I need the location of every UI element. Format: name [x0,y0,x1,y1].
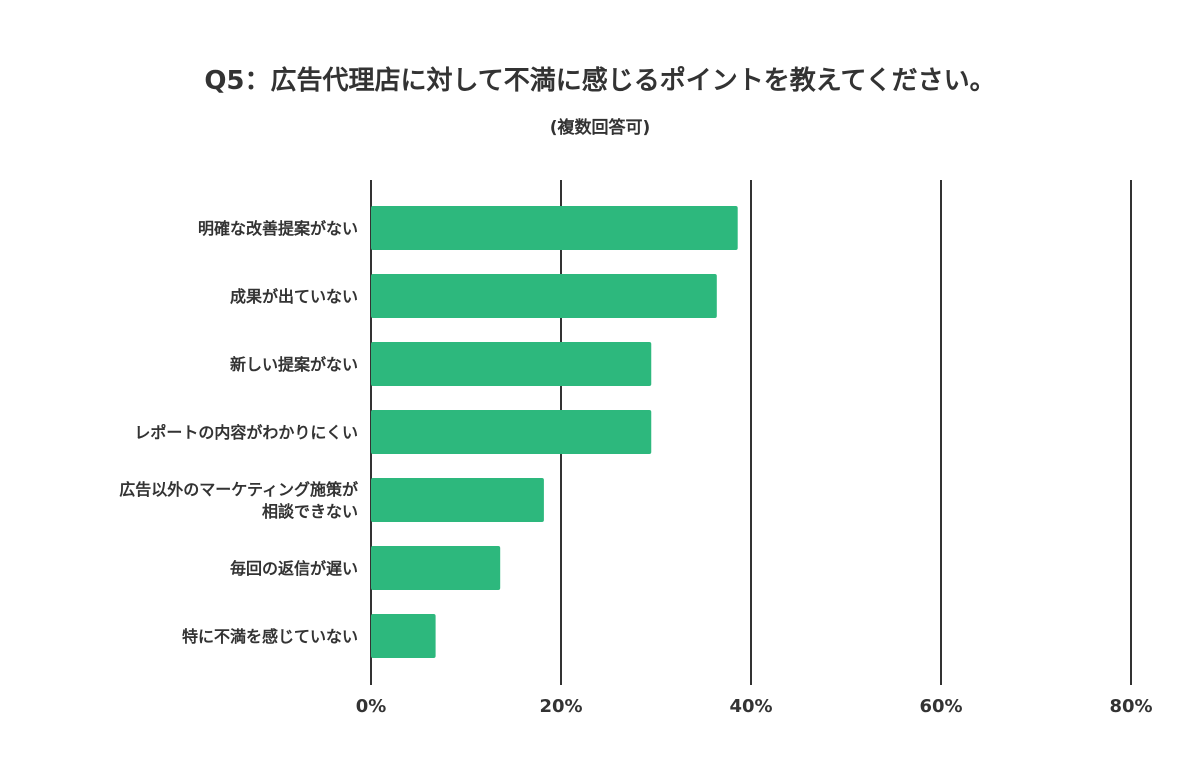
bar [371,546,501,590]
chart-subtitle: (複数回答可) [549,118,651,138]
bar [371,274,717,318]
x-tick-label: 0% [356,696,387,717]
bar [371,614,436,658]
x-tick-label: 80% [1109,696,1152,717]
category-labels: 明確な改善提案がない成果が出ていない新しい提案がないレポートの内容がわかりにくい… [119,219,358,646]
bar [371,478,544,522]
chart-title: Q5：広告代理店に対して不満に感じるポイントを教えてください。 [204,66,996,96]
category-label: レポートの内容がわかりにくい [134,423,358,442]
category-label: 毎回の返信が遅い [230,559,358,578]
category-label: 相談できない [262,502,358,521]
bar [371,410,652,454]
bar [371,342,652,386]
bar [371,206,738,250]
x-tick-label: 60% [919,696,962,717]
x-tick-label: 40% [729,696,772,717]
bars [371,206,738,658]
category-label: 広告以外のマーケティング施策が [119,480,358,499]
x-axis-tick-labels: 0% 20% 40% 60% 80% [356,696,1153,717]
category-label: 特に不満を感じていない [182,627,358,646]
category-label: 成果が出ていない [230,287,358,306]
x-tick-label: 20% [539,696,582,717]
category-label: 明確な改善提案がない [198,219,358,238]
category-label: 新しい提案がない [230,355,358,374]
